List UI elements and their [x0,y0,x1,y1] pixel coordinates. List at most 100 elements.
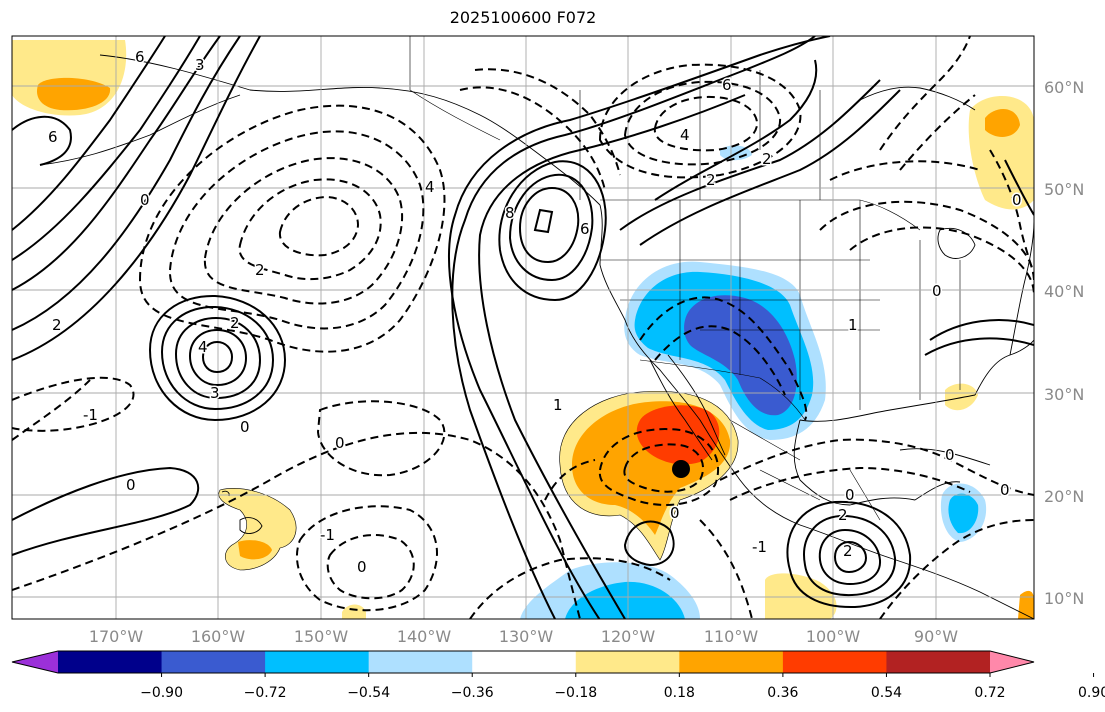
dashed-caribbean [879,519,1034,619]
dashed-zero-mid [316,400,446,477]
dashed-gulf-low [719,438,1034,496]
lon-label: 150°W [294,627,349,646]
colorbar-tick-label: 0.54 [871,685,902,701]
dashed-east-low-3 [829,160,981,181]
contour-small-high-3 [174,316,262,400]
dashed-alaska-near-coast-2 [474,68,621,176]
hudson-area [859,86,976,111]
contour-label: 0 [126,476,136,494]
colorbar-bin [472,651,577,673]
contour-high-center-outer [498,160,607,302]
contour-east-canada-1 [619,79,881,231]
lat-label: 20°N [1044,487,1084,506]
lon-label: 100°W [806,627,861,646]
contour-west-ridge-3 [12,36,241,331]
colorbar-bin [265,651,370,673]
dashed-canada-low-3 [653,95,759,152]
dashed-mex-low-2 [623,443,705,493]
dashed-southwest-trough-2 [654,325,786,396]
contour-west-ridge-4 [12,36,261,361]
contour-label: 0 [240,418,250,436]
contour-ridge-gulf-alaska-3 [478,94,746,619]
dashed-ne-trough-3 [989,149,1034,281]
shade-negative-pacific-moderate [565,581,685,619]
dashed-zero-low-1 [295,505,438,612]
contour-label: 0 [670,504,680,522]
contour-label: -1 [752,538,767,556]
contour-label: 2 [230,314,240,332]
us-mexico-border [639,359,806,421]
state-lines-2 [600,259,880,331]
great-lakes [937,227,976,259]
lat-label: 40°N [1044,282,1084,301]
contour-nw-corner [12,115,72,166]
contour-label: 0 [932,282,942,300]
lon-label: 90°W [914,627,958,646]
contour-west-ridge-2 [12,36,221,291]
contour-label: 4 [425,178,435,196]
shade-negative-southwest-strong [684,295,797,416]
contour-label: 0 [140,191,150,209]
colorbar-bin [58,651,163,673]
colorbar-extend-high [990,651,1034,673]
colorbar-tick-label: 0.72 [974,685,1005,701]
aleutian-islands [39,94,241,166]
shade-positive-ne-moderate [985,108,1020,137]
dashed-trough-alaska-2 [168,130,425,330]
contour-ne-1 [1004,159,1034,216]
dashed-zero-south-1 [12,376,135,432]
contour-high-center-inner [518,186,580,264]
colorbar: −0.90 −0.72 −0.54 −0.36 −0.18 0.18 0.36 0.54 0.7… [11,650,1105,701]
cuba [899,448,991,466]
colorbar-bin [782,651,887,673]
contour-label: 2 [255,261,265,279]
colorbar-tick-label: −0.18 [554,685,597,701]
contour-label: 1 [848,316,858,334]
alaska-canada-border [409,36,501,141]
lat-label: 30°N [1044,385,1084,404]
central-america [799,524,1034,619]
dashed-mex-south [699,519,753,619]
dashed-canada-low-2 [623,80,782,166]
dashed-east-low-2 [849,226,1034,296]
contour-label: 6 [722,76,732,94]
political-boundaries [409,36,961,521]
colorbar-bin [679,651,784,673]
contour-label: 0 [335,434,345,452]
contour-label: 0 [1000,481,1010,499]
contour-small-high-outer [148,294,287,422]
dashed-east-low-1 [819,200,1034,281]
contour-label: -1 [83,406,98,424]
shade-positive-far-right [1018,590,1034,619]
contour-label: 0 [945,446,955,464]
contour-east-canada-3 [654,59,818,201]
contour-label: 2 [706,171,716,189]
contour-label: 3 [210,384,220,402]
contour-baja-small [623,520,675,567]
contour-label: 0 [357,558,367,576]
map-frame [11,35,1035,620]
colorbar-tick-label: −0.54 [347,685,390,701]
latitude-labels: 60°N 50°N 40°N 30°N 20°N 10°N [1044,78,1084,608]
lat-label: 60°N [1044,78,1084,97]
dashed-south-long [12,431,581,619]
storm-center-marker [672,460,690,478]
east-coast [1009,219,1034,356]
lon-label: 170°W [89,627,144,646]
contour-label: 4 [198,338,208,356]
contour-low-lat-zero [12,466,200,556]
yucatan [914,481,961,501]
lat-label: 10°N [1044,589,1084,608]
lon-label: 110°W [704,627,759,646]
longitude-labels: 170°W 160°W 150°W 140°W 130°W 120°W 110°… [89,627,958,646]
contour-small-high-2 [160,305,275,411]
contour-label: 0 [1012,191,1022,209]
contour-label: 2 [52,316,62,334]
dashed-trough-alaska-3 [203,157,404,305]
colorbar-extend-low [12,651,58,673]
shade-positive-central-america [765,573,837,619]
contour-west-ridge-5 [12,36,166,231]
contour-high-center-mid [508,173,594,282]
contour-high-core [533,208,554,234]
